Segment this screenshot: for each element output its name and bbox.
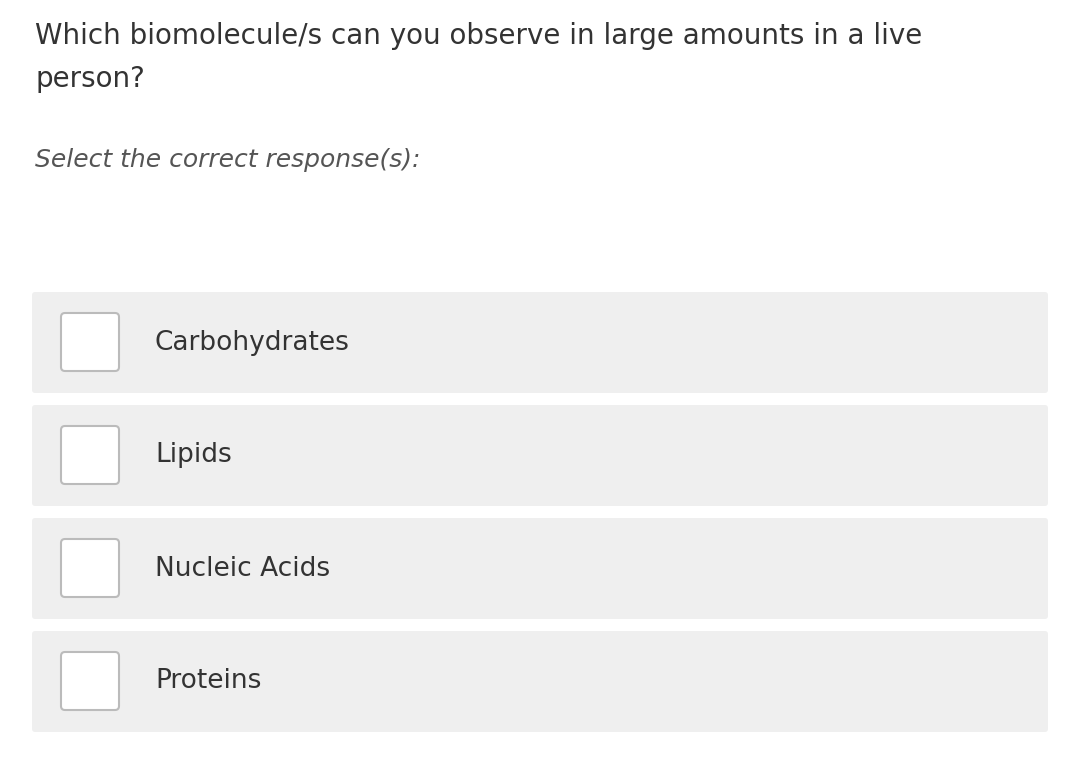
Text: Proteins: Proteins — [156, 668, 261, 695]
FancyBboxPatch shape — [60, 539, 119, 597]
Text: Which biomolecule/s can you observe in large amounts in a live: Which biomolecule/s can you observe in l… — [35, 22, 922, 50]
FancyBboxPatch shape — [60, 652, 119, 710]
Text: person?: person? — [35, 65, 145, 93]
Text: Carbohydrates: Carbohydrates — [156, 330, 350, 355]
Text: Lipids: Lipids — [156, 442, 232, 469]
Text: Select the correct response(s):: Select the correct response(s): — [35, 148, 420, 172]
FancyBboxPatch shape — [32, 405, 1048, 506]
FancyBboxPatch shape — [60, 313, 119, 371]
FancyBboxPatch shape — [60, 426, 119, 484]
Text: Nucleic Acids: Nucleic Acids — [156, 556, 330, 581]
FancyBboxPatch shape — [32, 631, 1048, 732]
FancyBboxPatch shape — [32, 292, 1048, 393]
FancyBboxPatch shape — [32, 518, 1048, 619]
